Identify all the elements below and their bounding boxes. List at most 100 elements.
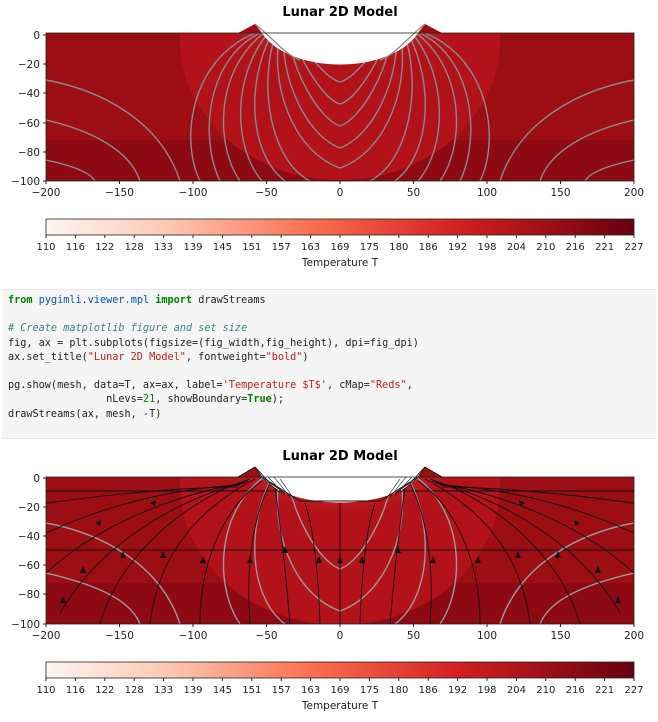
code-keyword: from [8, 295, 33, 306]
colorbar-tick-label: 216 [566, 242, 585, 253]
y-tick-label: −20 [18, 59, 40, 71]
colorbar-tick-label: 227 [624, 242, 643, 253]
colorbar-label: Temperature T [301, 700, 379, 712]
plot-top: Lunar 2D Model [11, 5, 644, 269]
code-text: , [406, 380, 413, 392]
x-tick-label: −100 [179, 630, 208, 642]
colorbar-tick-label: 169 [330, 685, 349, 696]
colorbar-tick-label: 180 [389, 685, 408, 696]
x-tick-label: 150 [550, 187, 570, 199]
colorbar-tick-label: 151 [242, 242, 261, 253]
code-import-name: drawStreams [198, 295, 266, 306]
colorbar: 110 116 122 128 133 139 145 151 157 163 169 175 180 1… [36, 661, 644, 712]
colorbar-tick-label: 145 [213, 685, 232, 696]
code-text: , showBoundary= [155, 394, 248, 406]
code-line: fig, ax = plt.subplots(figsize=(fig_widt… [8, 337, 419, 349]
x-tick-label: 50 [407, 187, 420, 199]
x-tick-label: −200 [32, 187, 61, 199]
colorbar-tick-label: 110 [36, 685, 55, 696]
colorbar-tick-label: 186 [419, 242, 438, 253]
code-module: pygimli.viewer.mpl [38, 295, 150, 306]
x-tick-label: 100 [477, 187, 497, 199]
colorbar-tick-label: 139 [183, 242, 202, 253]
colorbar-tick-label: 216 [566, 685, 585, 696]
colorbar-tick-label: 210 [536, 242, 555, 253]
y-tick-label: −80 [18, 589, 40, 601]
x-tick-label: 200 [624, 187, 644, 199]
y-tick-label: −60 [18, 118, 40, 130]
y-tick-label: −40 [18, 531, 40, 543]
colorbar-tick-label: 133 [154, 242, 173, 253]
colorbar-tick-label: 157 [272, 685, 291, 696]
code-string: "bold" [265, 351, 303, 363]
colorbar-tick-label: 157 [272, 242, 291, 253]
colorbar: 110 116 122 128 133 139 145 151 157 163 169 175 180 1… [36, 218, 644, 269]
x-tick-label: −100 [179, 187, 208, 199]
y-tick-label: −60 [18, 560, 40, 572]
code-text: , fontweight= [185, 351, 266, 363]
figure-top: Lunar 2D Model [0, 0, 658, 275]
colorbar-tick-label: 210 [536, 685, 555, 696]
code-string: 'Temperature $T$' [222, 380, 327, 392]
y-tick-label: −100 [11, 176, 40, 188]
x-tick-label: −150 [105, 630, 134, 642]
figure-title: Lunar 2D Model [282, 449, 397, 464]
colorbar-tick-label: 180 [389, 242, 408, 253]
colorbar-tick-label: 122 [95, 685, 114, 696]
colorbar-tick-label: 116 [66, 685, 85, 696]
colorbar-tick-label: 192 [448, 242, 467, 253]
colorbar-tick-label: 128 [125, 685, 144, 696]
colorbar-tick-label: 175 [360, 685, 379, 696]
code-string: "Lunar 2D Model" [87, 351, 186, 363]
x-tick-label: 150 [550, 630, 570, 642]
code-text: ); [271, 394, 285, 406]
colorbar-tick-label: 139 [183, 685, 202, 696]
colorbar-tick-label: 110 [36, 242, 55, 253]
colorbar-tick-label: 198 [477, 242, 496, 253]
colorbar-tick-label: 116 [66, 242, 85, 253]
colorbar-tick-label: 204 [507, 242, 526, 253]
colorbar-label: Temperature T [301, 257, 379, 269]
x-tick-label: −200 [32, 630, 61, 642]
code-comment: # Create matplotlib figure and set size [8, 323, 248, 335]
code-text: nLevs= [8, 394, 143, 406]
colorbar-tick-label: 163 [301, 685, 320, 696]
colorbar-tick-label: 175 [360, 242, 379, 253]
x-tick-label: 50 [407, 630, 420, 642]
plot-bottom: Lunar 2D Model [11, 449, 644, 712]
colorbar-tick-label: 227 [624, 685, 643, 696]
x-tick-label: 0 [337, 630, 344, 642]
colorbar-tick-label: 128 [125, 242, 144, 253]
code-text: ) [302, 351, 309, 363]
colorbar-tick-label: 198 [477, 685, 496, 696]
code-cell[interactable]: from pygimli.viewer.mpl import drawStrea… [2, 289, 656, 439]
figure-title: Lunar 2D Model [282, 5, 397, 20]
code-keyword: True [247, 394, 272, 406]
code-text: , cMap= [326, 380, 370, 392]
colorbar-tick-label: 163 [301, 242, 320, 253]
colorbar-tick-label: 145 [213, 242, 232, 253]
colorbar-tick-label: 221 [595, 685, 614, 696]
colorbar-tick-label: 151 [242, 685, 261, 696]
y-tick-label: −20 [18, 502, 40, 514]
x-tick-label: −50 [255, 630, 277, 642]
code-line: drawStreams(ax, mesh, -T) [8, 408, 162, 420]
colorbar-tick-label: 204 [507, 685, 526, 696]
y-tick-label: 0 [33, 473, 40, 485]
code-block: from pygimli.viewer.mpl import drawStrea… [2, 290, 656, 426]
code-string: "Reds" [369, 380, 407, 392]
y-tick-label: 0 [33, 30, 40, 42]
y-tick-label: −40 [18, 88, 40, 100]
colorbar-tick-label: 221 [595, 242, 614, 253]
code-text: ax.set_title( [8, 351, 88, 363]
colorbar-tick-label: 122 [95, 242, 114, 253]
figure-bottom: Lunar 2D Model [0, 443, 658, 722]
colorbar-tick-label: 169 [330, 242, 349, 253]
colorbar-tick-label: 186 [419, 685, 438, 696]
code-keyword: import [155, 295, 193, 306]
x-tick-label: −50 [255, 187, 277, 199]
x-tick-label: 0 [337, 187, 344, 199]
y-tick-label: −80 [18, 147, 40, 159]
colorbar-tick-label: 192 [448, 685, 467, 696]
code-text: pg.show(mesh, data=T, ax=ax, label= [8, 380, 223, 392]
